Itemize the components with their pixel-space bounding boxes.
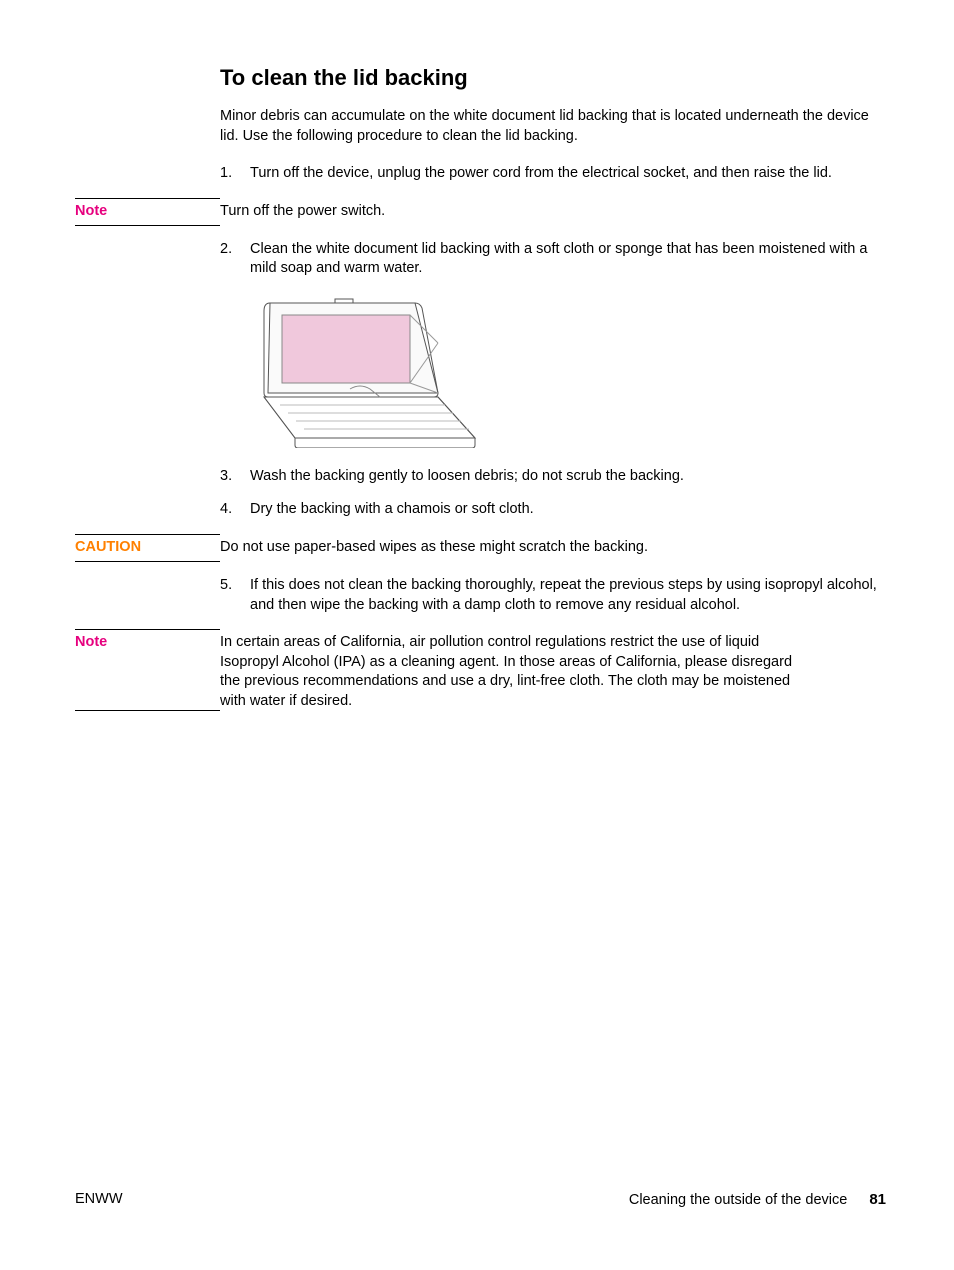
caution-row: CAUTION Do not use paper-based wipes as … bbox=[75, 534, 886, 562]
step-5: If this does not clean the backing thoro… bbox=[220, 576, 886, 615]
note-2-label: Note bbox=[75, 629, 220, 711]
step-list-1: Turn off the device, unplug the power co… bbox=[220, 164, 886, 184]
page-container: To clean the lid backing Minor debris ca… bbox=[0, 0, 954, 711]
step-list-2: Clean the white document lid backing wit… bbox=[220, 240, 886, 279]
footer-right: Cleaning the outside of the device 81 bbox=[629, 1191, 886, 1208]
content-column: To clean the lid backing Minor debris ca… bbox=[220, 65, 886, 184]
note-label: Note bbox=[75, 198, 220, 226]
page-number: 81 bbox=[869, 1191, 886, 1208]
step-list-5: If this does not clean the backing thoro… bbox=[220, 576, 886, 615]
illustration-container bbox=[220, 293, 886, 453]
footer-left: ENWW bbox=[75, 1191, 123, 1208]
scanner-lid-illustration bbox=[250, 293, 484, 448]
step-list-3: Wash the backing gently to loosen debris… bbox=[220, 467, 886, 520]
note-2-row: Note In certain areas of California, air… bbox=[75, 629, 886, 711]
note-1-row: Note Turn off the power switch. bbox=[75, 198, 886, 226]
note-2-text: In certain areas of California, air poll… bbox=[220, 629, 810, 711]
page-footer: ENWW Cleaning the outside of the device … bbox=[75, 1191, 886, 1208]
caution-text: Do not use paper-based wipes as these mi… bbox=[220, 534, 886, 558]
content-column-2: Clean the white document lid backing wit… bbox=[220, 240, 886, 520]
step-4: Dry the backing with a chamois or soft c… bbox=[220, 500, 886, 520]
step-1: Turn off the device, unplug the power co… bbox=[220, 164, 886, 184]
step-2: Clean the white document lid backing wit… bbox=[220, 240, 886, 279]
content-column-3: If this does not clean the backing thoro… bbox=[220, 576, 886, 615]
caution-label: CAUTION bbox=[75, 534, 220, 562]
intro-paragraph: Minor debris can accumulate on the white… bbox=[220, 107, 886, 146]
footer-section-title: Cleaning the outside of the device bbox=[629, 1192, 847, 1208]
step-3: Wash the backing gently to loosen debris… bbox=[220, 467, 886, 487]
note-1-text: Turn off the power switch. bbox=[220, 198, 886, 222]
section-heading: To clean the lid backing bbox=[220, 65, 886, 91]
